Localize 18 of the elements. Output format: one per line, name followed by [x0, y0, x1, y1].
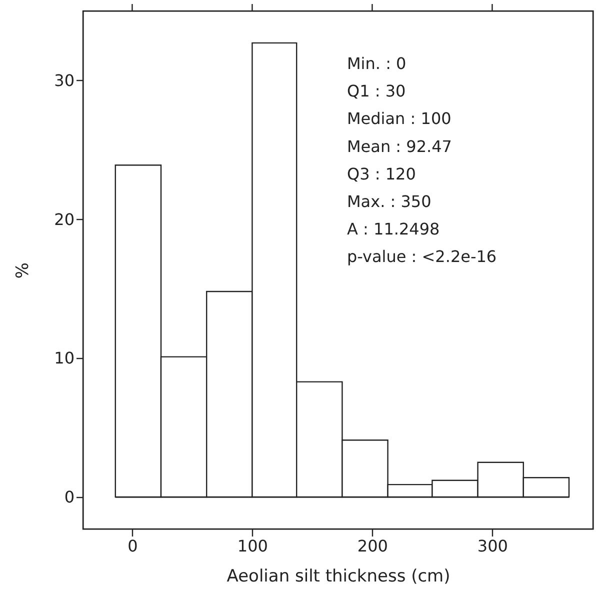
x-tick-label: 100 [237, 536, 268, 556]
x-tick-label: 0 [128, 536, 138, 556]
x-tick-label: 200 [357, 536, 388, 556]
annotation: Mean : 92.47 [347, 136, 452, 156]
annotation: Q1 : 30 [347, 82, 406, 101]
annotation: Median : 100 [347, 109, 452, 128]
x-tick-label: 300 [477, 536, 508, 556]
y-axis-title: % [13, 262, 34, 279]
y-tick-label: 10 [54, 348, 74, 368]
annotation: Max. : 350 [347, 192, 432, 211]
annotation: A : 11.2498 [347, 220, 440, 239]
y-tick-label: 20 [54, 210, 74, 229]
annotation: p-value : <2.2e-16 [347, 247, 497, 266]
y-tick-label: 30 [54, 70, 74, 90]
y-tick-label: 0 [64, 488, 74, 507]
annotation: Q3 : 120 [347, 164, 416, 184]
annotation: Min. : 0 [347, 54, 406, 73]
x-axis-title: Aeolian silt thickness (cm) [226, 566, 450, 586]
